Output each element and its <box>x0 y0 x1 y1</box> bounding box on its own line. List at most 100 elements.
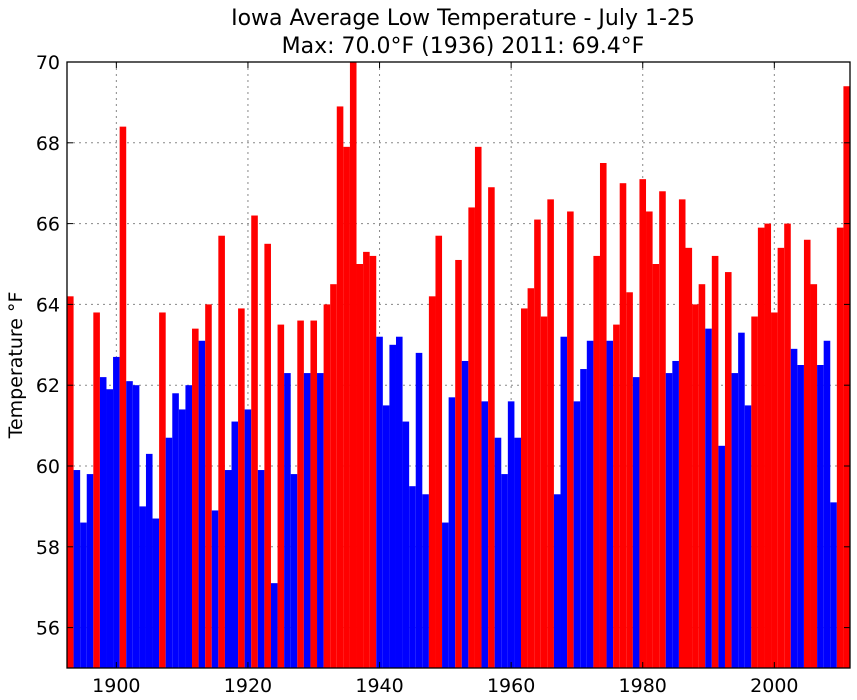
bar-1957 <box>488 187 495 669</box>
x-tick-label: 1920 <box>224 675 272 697</box>
bar-1926 <box>284 373 291 668</box>
bar-1911 <box>185 385 193 668</box>
bar-1964 <box>534 219 541 668</box>
y-tick-label: 70 <box>36 52 60 74</box>
y-axis-ticks: 56 58 60 62 64 66 68 70 <box>36 52 850 640</box>
bar-1994 <box>731 373 739 668</box>
bar-1901 <box>119 126 127 668</box>
bar-1902 <box>126 381 133 668</box>
bar-1912 <box>192 328 199 668</box>
bar-1974 <box>599 163 607 668</box>
bar-1941 <box>382 405 390 668</box>
bar-1920 <box>244 409 252 668</box>
bar-2009 <box>830 502 837 668</box>
y-tick-label: 56 <box>36 618 60 640</box>
bar-1947 <box>422 494 429 668</box>
bar-1949 <box>435 235 443 668</box>
bar-1927 <box>290 474 298 668</box>
bar-2001 <box>777 247 785 668</box>
bar-1981 <box>646 211 653 669</box>
bar-1930 <box>310 320 318 668</box>
x-tick-label: 2000 <box>750 675 798 697</box>
chart-subtitle: Max: 70.0°F (1936) 2011: 69.4°F <box>282 34 645 59</box>
bar-1956 <box>481 401 489 668</box>
bar-1979 <box>632 377 640 668</box>
bar-1914 <box>205 304 212 668</box>
bar-1992 <box>718 445 725 668</box>
bar-1971 <box>580 369 587 668</box>
bar-1923 <box>264 243 271 669</box>
bar-1969 <box>567 211 574 669</box>
bar-1942 <box>389 344 396 668</box>
bar-1919 <box>238 308 245 668</box>
bar-1983 <box>659 191 666 668</box>
bar-1934 <box>336 106 344 668</box>
y-tick-label: 62 <box>36 375 60 397</box>
x-tick-label: 1940 <box>355 675 403 697</box>
bars <box>67 62 850 669</box>
bar-1965 <box>540 316 548 668</box>
bar-1951 <box>448 397 456 668</box>
bar-1995 <box>738 332 745 668</box>
bar-1913 <box>198 340 206 668</box>
x-tick-label: 1900 <box>92 675 140 697</box>
bar-1928 <box>297 320 304 668</box>
bar-1988 <box>692 304 699 668</box>
bar-2011 <box>843 86 850 669</box>
bar-1916 <box>218 235 225 668</box>
x-axis-ticks: 1900 1920 1940 1960 1980 2000 <box>92 62 799 697</box>
bar-2002 <box>784 223 791 668</box>
bar-2010 <box>836 227 844 668</box>
bar-1904 <box>139 506 146 668</box>
bar-2006 <box>810 284 818 668</box>
bar-1895 <box>80 522 87 668</box>
bar-1939 <box>369 255 377 669</box>
bar-1907 <box>159 312 166 668</box>
bar-1953 <box>461 360 469 668</box>
bar-1990 <box>705 328 712 668</box>
bar-1903 <box>132 385 140 668</box>
bar-1993 <box>724 272 732 668</box>
bar-1961 <box>514 437 522 668</box>
bar-1893 <box>67 296 74 668</box>
bar-1987 <box>685 247 693 668</box>
bar-1906 <box>152 518 160 668</box>
bar-1932 <box>323 304 331 668</box>
plot-frame <box>66 61 851 669</box>
y-tick-label: 58 <box>36 537 60 559</box>
bar-1946 <box>415 352 423 668</box>
bar-2003 <box>790 348 798 668</box>
bar-1929 <box>303 373 311 668</box>
bar-1958 <box>494 437 502 668</box>
bar-1998 <box>757 227 765 668</box>
bar-1980 <box>639 179 647 668</box>
bar-2007 <box>817 365 824 668</box>
bar-1894 <box>73 470 81 668</box>
y-tick-label: 60 <box>36 456 60 478</box>
bar-1945 <box>409 486 416 668</box>
bar-1976 <box>613 324 620 668</box>
x-tick-label: 1980 <box>619 675 667 697</box>
bar-1960 <box>507 401 515 668</box>
bar-1973 <box>593 255 600 669</box>
y-tick-label: 66 <box>36 214 60 236</box>
bar-1967 <box>553 494 561 668</box>
bar-1937 <box>356 264 364 668</box>
bar-1918 <box>231 421 239 668</box>
y-tick-label: 68 <box>36 133 60 155</box>
bar-1899 <box>106 389 114 668</box>
bar-1950 <box>442 522 449 668</box>
bar-2000 <box>771 312 778 668</box>
bar-1940 <box>376 336 383 668</box>
chart-title: Iowa Average Low Temperature - July 1-25 <box>231 6 695 31</box>
bar-1933 <box>330 284 337 668</box>
bar-1931 <box>317 373 324 668</box>
bar-1897 <box>93 312 100 668</box>
y-tick-label: 64 <box>36 294 60 316</box>
bar-1954 <box>468 207 475 668</box>
bar-1944 <box>402 421 410 668</box>
bar-1968 <box>560 336 568 668</box>
bar-1975 <box>606 340 614 668</box>
bar-1909 <box>172 393 179 668</box>
